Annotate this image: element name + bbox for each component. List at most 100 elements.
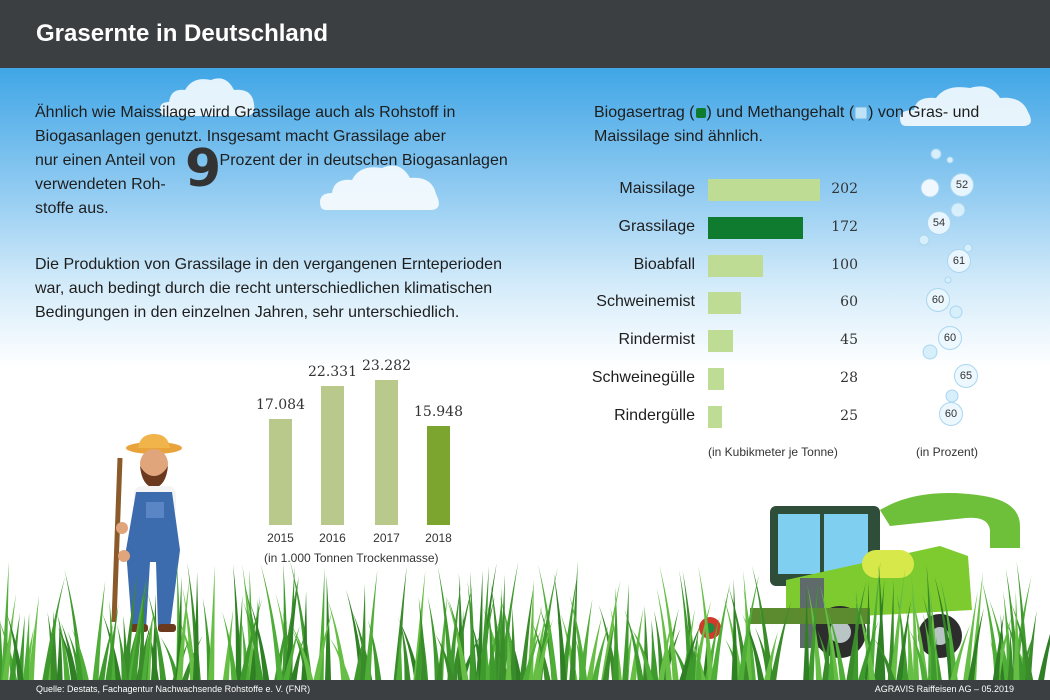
- production-paragraph: Die Produktion von Grassilage in den ver…: [35, 253, 515, 325]
- grass-blade: [493, 639, 510, 680]
- page-title: Grasernte in Deutschland: [36, 20, 329, 47]
- grass-blade: [232, 564, 242, 680]
- grass-blade: [413, 570, 426, 680]
- production-line: Die Produktion von Grassilage in den ver…: [35, 256, 502, 273]
- production-value-label: 15.948: [414, 403, 463, 420]
- grass-blade: [510, 607, 517, 680]
- production-bar: [375, 380, 398, 525]
- biogas-value-label: 60: [840, 294, 858, 311]
- biogas-value-label: 100: [831, 256, 858, 273]
- grass-blade: [437, 566, 454, 680]
- production-bar: [427, 425, 450, 525]
- methane-value-bubble: 60: [938, 325, 962, 350]
- grass-blade: [992, 613, 1004, 680]
- production-year-label: 2016: [319, 531, 346, 545]
- grass-blade: [243, 579, 263, 680]
- biogas-bar: [708, 254, 764, 277]
- grass-blade: [536, 567, 558, 680]
- grass-blade: [239, 599, 263, 680]
- grass-blade: [682, 570, 697, 680]
- grass-blade: [6, 612, 24, 680]
- grass-blade: [873, 580, 885, 680]
- methane-value-bubble: 61: [947, 249, 971, 274]
- methane-axis-label: (in Prozent): [916, 445, 979, 459]
- grass-blade: [710, 582, 731, 680]
- biogas-bar: [708, 368, 724, 390]
- grass-blade: [22, 612, 30, 680]
- biogas-axis-label: (in Kubikmeter je Tonne): [708, 445, 838, 459]
- methane-value-bubble: 65: [954, 364, 978, 388]
- grass-blade: [591, 625, 609, 680]
- grass-blade: [260, 563, 284, 680]
- grass-blade: [1013, 590, 1020, 680]
- grass-blade: [282, 563, 289, 680]
- grass-blade: [160, 637, 181, 680]
- grass-blade: [622, 583, 629, 680]
- grass-blade: [764, 631, 779, 680]
- grass-blade: [192, 571, 199, 680]
- grass-blade: [586, 616, 602, 680]
- biogas-intro-text: ) von Gras- und: [868, 104, 980, 121]
- grass-blade: [249, 602, 270, 680]
- biogas-intro-line: Maissilage sind ähnlich.: [594, 128, 763, 145]
- production-value-label: 23.282: [362, 358, 411, 374]
- grass-blade: [658, 621, 673, 680]
- intro-paragraph: Ähnlich wie Maissilage wird Grassilage a…: [35, 101, 515, 221]
- intro-text: nur einen Anteil von: [35, 152, 176, 169]
- grass-blade: [519, 583, 535, 680]
- grass-blade: [807, 581, 819, 680]
- biogas-bar: [708, 179, 820, 201]
- grass-blade: [414, 618, 422, 680]
- farmer-illustration: [111, 434, 182, 632]
- grass-blade: [359, 583, 366, 680]
- grass-blade: [981, 579, 1001, 680]
- grass-blade: [963, 590, 978, 680]
- biogas-value-label: 28: [840, 370, 858, 386]
- grass-blade: [427, 596, 441, 680]
- biogas-intro-text: ) und Methangehalt (: [706, 104, 855, 121]
- biogas-bar: [708, 330, 733, 353]
- grass-blade: [92, 580, 106, 680]
- grass-blade: [858, 620, 879, 680]
- grass-blade: [846, 580, 867, 680]
- grass-blade: [487, 604, 496, 680]
- biogas-value-label: 25: [840, 407, 858, 424]
- cloud-icon: [320, 165, 439, 210]
- grass-blade: [42, 577, 65, 680]
- grass-blade: [940, 579, 958, 680]
- biogas-intro-text: Biogasertrag (: [594, 104, 695, 121]
- grass-blade: [602, 624, 615, 680]
- grass-blade: [569, 560, 578, 680]
- grass-blade: [397, 617, 421, 680]
- biogas-category-label: Rindergülle: [614, 406, 695, 424]
- big-number: 9: [185, 139, 222, 199]
- grass-blade: [737, 573, 760, 680]
- methane-value-bubble: 60: [926, 287, 950, 312]
- grass-blade: [695, 639, 702, 680]
- biogas-category-label: Maissilage: [619, 180, 695, 197]
- grass-blade: [612, 587, 619, 680]
- grass-blade: [909, 629, 928, 680]
- grass-blade: [853, 591, 876, 680]
- grass-foreground: [0, 560, 1050, 680]
- grass-blade: [283, 575, 300, 680]
- grass-blade: [560, 573, 578, 680]
- source-note: Quelle: Destats, Fachagentur Nachwachsen…: [36, 684, 311, 694]
- grass-blade: [479, 565, 490, 680]
- grass-blade: [445, 596, 469, 680]
- grass-blade: [313, 609, 333, 680]
- footer-bar: Quelle: Destats, Fachagentur Nachwachsen…: [0, 680, 1050, 700]
- grass-blade: [476, 570, 483, 680]
- grass-blade: [1010, 603, 1034, 680]
- biogas-category-label: Schweinemist: [596, 293, 695, 311]
- credit-note: AGRAVIS Raiffeisen AG – 05.2019: [874, 684, 1014, 694]
- production-bar: [321, 385, 344, 525]
- grass-blade: [98, 623, 114, 680]
- grass-blade: [2, 593, 17, 680]
- grass-blade: [176, 578, 190, 680]
- grass-blade: [816, 629, 834, 680]
- grass-blade: [71, 628, 89, 680]
- grass-blade: [117, 624, 128, 680]
- grass-blade: [650, 619, 657, 680]
- production-bar: [269, 418, 292, 525]
